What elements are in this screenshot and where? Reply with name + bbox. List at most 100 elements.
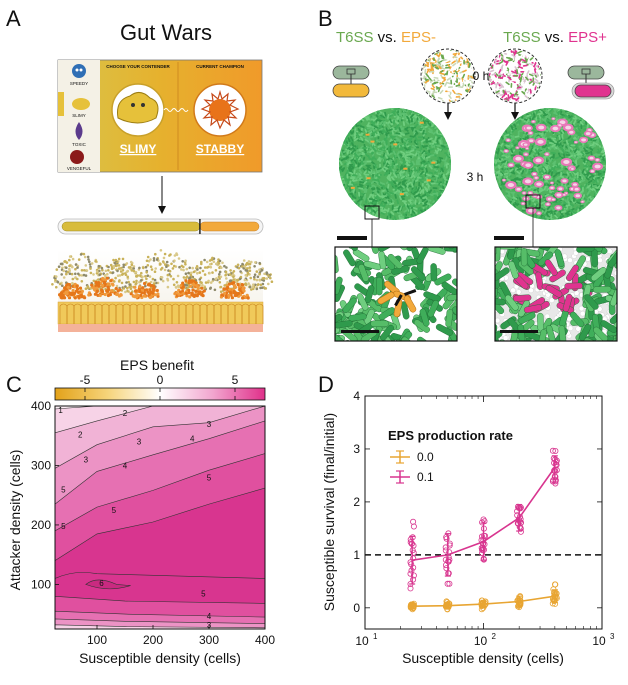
x-tick-exponent-d: 1 <box>373 632 378 641</box>
arrow-down-icon <box>444 112 452 120</box>
y-tick-label-d: 2 <box>353 495 360 509</box>
scatter-point <box>443 534 450 541</box>
contour-label: 5 <box>112 506 117 515</box>
x-tick-label-c: 400 <box>255 633 275 647</box>
scatter-point <box>410 576 417 583</box>
scale-bar <box>337 236 367 240</box>
scatter-point <box>407 559 414 566</box>
slimy-mascot-icon <box>117 92 159 124</box>
gut-battlefield <box>51 249 274 332</box>
scale-bar <box>494 236 524 240</box>
scatter-point <box>446 556 453 563</box>
cell-cartoon-right-icon <box>567 65 615 100</box>
legend-title: EPS production rate <box>388 428 513 443</box>
contour-label: 1 <box>58 406 63 415</box>
game-screen: SPEEDY SLIMY TOXIC VENGEFUL CHOOSE YOUR … <box>57 59 263 173</box>
scatter-point <box>408 602 415 609</box>
panel-c: C EPS benefit -505 1223334455556543 1002… <box>6 357 275 666</box>
colorbar-tick-label: -5 <box>80 373 91 387</box>
scatter-point <box>552 447 559 454</box>
scatter-point <box>446 580 453 587</box>
title-right-vs: vs. <box>541 29 569 46</box>
scatter-point <box>443 565 450 572</box>
scatter-point <box>410 572 417 579</box>
scale-bar <box>341 330 379 333</box>
scatter-point <box>517 528 524 535</box>
svg-text:T6SS vs. EPS+: T6SS vs. EPS+ <box>503 29 607 46</box>
vengeful-icon <box>70 150 84 164</box>
contour-label: 3 <box>84 456 89 465</box>
panel-label-c: C <box>6 372 22 397</box>
scatter-point <box>552 461 559 468</box>
time-0h-label: 0 h <box>473 69 490 83</box>
arrow-down-icon <box>158 206 166 214</box>
battle-progress-bar <box>57 218 264 235</box>
scatter-point <box>446 542 453 549</box>
scatter-point <box>410 542 417 549</box>
title-right-t6ss: T6SS <box>503 29 541 46</box>
choose-header: CHOOSE YOUR CONTENDER <box>106 64 170 69</box>
contour-label: 4 <box>123 462 128 471</box>
title-left-eps-minus: EPS- <box>401 29 436 46</box>
x-tick-label-c: 200 <box>143 633 163 647</box>
colorbar-tick-label: 0 <box>157 373 164 387</box>
y-tick-label-c: 400 <box>31 399 51 413</box>
scale-bar <box>500 330 538 333</box>
title-left: T6SS vs. EPS- <box>336 29 436 46</box>
toxic-icon <box>75 122 83 140</box>
contour-label: 6 <box>99 579 104 588</box>
plot-area-d <box>364 395 603 630</box>
panel-label-d: D <box>318 372 334 397</box>
stabby-mascot-icon <box>200 89 240 130</box>
character-toxic-label: TOXIC <box>72 142 86 147</box>
champion-header: CURRENT CHAMPION <box>196 64 244 69</box>
title-left-t6ss: T6SS <box>336 29 374 46</box>
x-tick-label-d: 10 <box>355 634 369 648</box>
panel-label-b: B <box>318 6 333 31</box>
x-tick-exponent-d: 2 <box>492 632 497 641</box>
x-tick-label-c: 300 <box>199 633 219 647</box>
contour-label: 3 <box>207 420 212 429</box>
scatter-point <box>407 585 414 592</box>
panel-b: B T6SS vs. EPS- T6SS vs. EPS+ <box>318 6 618 342</box>
contour-label: 5 <box>61 485 66 494</box>
title-right-eps-plus: EPS+ <box>568 29 607 46</box>
character-speedy[interactable]: SPEEDY <box>70 64 88 86</box>
progress-stabby-fill <box>199 221 260 232</box>
y-tick-label-d: 4 <box>353 389 360 403</box>
character-list: SPEEDY SLIMY TOXIC VENGEFUL <box>58 64 92 171</box>
champion-name: STABBY <box>196 142 244 156</box>
slimy-icon <box>72 98 90 110</box>
game-title: Gut Wars <box>120 20 212 45</box>
y-tick-label-d: 1 <box>353 548 360 562</box>
character-speedy-label: SPEEDY <box>70 81 88 86</box>
panel-label-a: A <box>6 6 21 31</box>
scatter-point <box>444 580 451 587</box>
y-tick-label-d: 0 <box>353 601 360 615</box>
scatter-point <box>549 447 556 454</box>
speedy-icon <box>72 64 86 78</box>
contour-label: 5 <box>207 473 212 482</box>
y-tick-label-c: 200 <box>31 518 51 532</box>
panel-d: D 0 1 2 3 4 10 1 10 2 10 3 EPS production rate 0.0… <box>318 372 615 666</box>
legend-d: EPS production rate 0.0 0.1 <box>388 428 513 484</box>
contour-label: 2 <box>78 431 83 440</box>
colorbar-title: EPS benefit <box>120 357 194 373</box>
character-vengeful[interactable]: VENGEFUL <box>67 150 92 171</box>
scatter-point <box>410 549 417 556</box>
x-tick-exponent-d: 3 <box>610 632 615 641</box>
contour-label: 4 <box>190 435 195 444</box>
scatter-point <box>442 562 449 569</box>
character-toxic[interactable]: TOXIC <box>72 122 87 147</box>
scatter-point <box>551 459 558 466</box>
character-slimy[interactable]: SLIMY <box>58 92 90 118</box>
x-axis-label-c: Susceptible density (cells) <box>79 650 241 666</box>
time-3h-label: 3 h <box>467 170 484 184</box>
y-tick-label-c: 100 <box>31 577 51 591</box>
contour-label: 3 <box>137 438 142 447</box>
scatter-point <box>410 518 417 525</box>
colorbar-tick-label: 5 <box>232 373 239 387</box>
progress-slimy-fill <box>61 221 201 232</box>
y-tick-label-d: 3 <box>353 442 360 456</box>
